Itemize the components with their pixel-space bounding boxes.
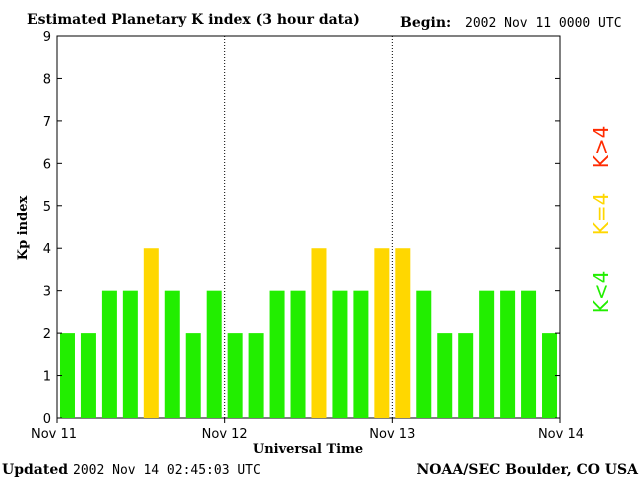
kp-bar [101,290,117,418]
begin-label: Begin: [400,15,451,31]
kp-bar [164,290,180,418]
kp-bar [206,290,222,418]
source-credit: NOAA/SEC Boulder, CO USA [417,462,640,478]
y-tick-label: 2 [43,327,51,342]
x-axis-label: Universal Time [253,442,363,457]
kp-bar [374,248,390,418]
y-tick-label: 9 [43,30,51,45]
y-axis-label: Kp index [16,196,31,261]
y-tick-label: 0 [43,412,51,427]
day-dividers [224,36,393,418]
y-tick-label: 1 [43,370,51,385]
kp-bar [269,290,285,418]
y-tick-label: 6 [43,157,51,172]
kp-bar [479,290,495,418]
kp-bar [458,333,474,418]
chart-title: Estimated Planetary K index (3 hour data… [27,12,360,28]
kp-bar [500,290,516,418]
kp-bar [143,248,159,418]
kp-bar [185,333,201,418]
y-tick-label: 4 [43,242,51,257]
kp-bar [290,290,306,418]
kp-bar [332,290,348,418]
y-tick-label: 7 [43,115,51,130]
updated-value: 2002 Nov 14 02:45:03 UTC [73,463,261,478]
x-ticks: Nov 11 Nov 12 Nov 13 Nov 14 [31,418,584,442]
y-tick-label: 3 [43,285,51,300]
kp-bar [395,248,411,418]
x-tick-label: Nov 13 [369,427,415,442]
begin-value: 2002 Nov 11 0000 UTC [465,16,622,31]
updated-label: Updated [2,462,68,478]
plot-frame [56,35,561,419]
x-tick-label: Nov 11 [31,427,77,442]
kp-bar [416,290,432,418]
kp-bar [521,290,537,418]
kp-bar [80,333,96,418]
y-tick-label: 5 [43,200,51,215]
kp-bar [59,333,75,418]
kp-bar [437,333,453,418]
y-tick-label: 8 [43,72,51,87]
kp-bar [311,248,327,418]
kp-bar [248,333,264,418]
kp-bar [353,290,369,418]
x-tick-label: Nov 14 [538,427,584,442]
legend-high: K>4 [589,126,613,169]
x-tick-label: Nov 12 [202,427,248,442]
legend-mid: K=4 [589,193,613,236]
legend-low: K<4 [589,271,613,314]
kp-bar [227,333,243,418]
kp-bar [542,333,558,418]
bars-group [59,248,558,418]
y-ticks: 0 1 2 3 4 5 6 7 8 9 [43,30,560,427]
kp-bar [122,290,138,418]
